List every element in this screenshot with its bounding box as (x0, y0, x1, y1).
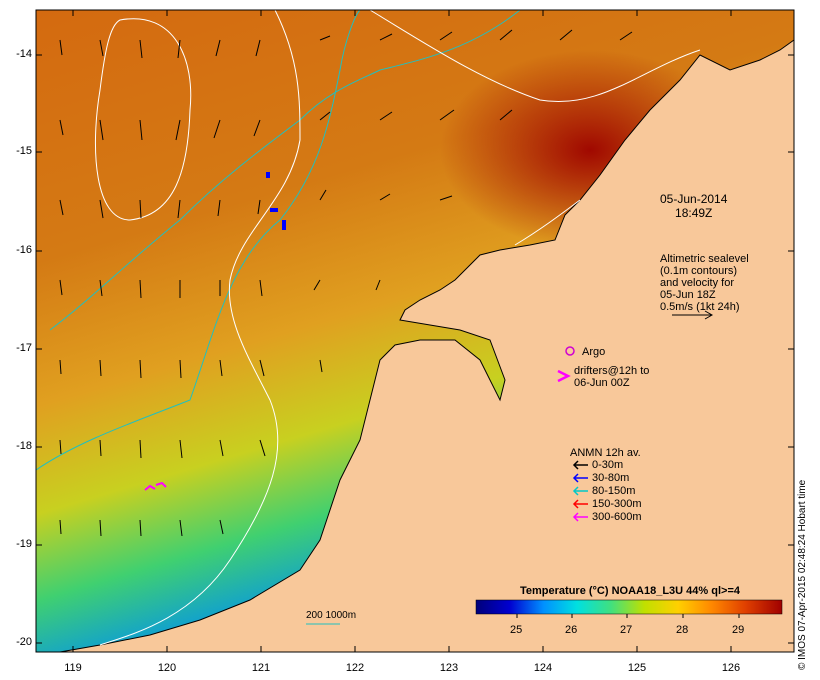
y-tick-label: -16 (16, 244, 32, 256)
altimetry-line: (0.1m contours) (660, 265, 738, 277)
argo-label: Argo (582, 346, 606, 358)
drifters-line: 06-Jun 00Z (574, 377, 630, 389)
drifter-legend-marker (557, 369, 571, 383)
x-tick-label: 123 (439, 662, 459, 674)
isobath-200m (35, 9, 361, 471)
drifters-label: drifters@12h to 06-Jun 00Z (574, 365, 649, 389)
x-tick-label: 124 (533, 662, 553, 674)
copyright-footer: © IMOS 07-Apr-2015 02:48:24 Hobart time (797, 479, 808, 670)
sealevel-contour-1 (94, 18, 192, 221)
altimetry-line: 0.5m/s (1kt 24h) (660, 301, 740, 313)
velocity-scale-arrow (672, 310, 714, 320)
anmn-legend-title: ANMN 12h av. (570, 447, 641, 459)
x-tick-label: 126 (721, 662, 741, 674)
altimetry-note: Altimetric sealevel (0.1m contours) and … (660, 253, 749, 313)
image-datetime: 05-Jun-2014 18:49Z (660, 192, 727, 220)
anmn-moorings (266, 172, 286, 230)
drifter-markers (144, 481, 167, 491)
altimetry-line: 05-Jun 18Z (660, 289, 716, 301)
drifters-line: drifters@12h to (574, 365, 650, 377)
x-tick-label: 122 (345, 662, 365, 674)
axis-ticks (36, 10, 794, 652)
y-tick-label: -19 (16, 538, 32, 550)
anmn-legend-arrows (572, 460, 588, 522)
colorbar-tick-label: 29 (732, 624, 745, 636)
colorbar-ticks (516, 614, 740, 618)
y-tick-label: -20 (16, 636, 32, 648)
image-date: 05-Jun-2014 (660, 192, 728, 206)
y-tick-label: -17 (16, 342, 32, 354)
colorbar-tick-label: 26 (565, 624, 578, 636)
x-tick-label: 121 (251, 662, 271, 674)
altimetry-line: and velocity for (660, 277, 734, 289)
legend-item-label: 300-600m (592, 511, 642, 523)
isobath-1000m (49, 9, 521, 331)
y-tick-label: -18 (16, 440, 32, 452)
map-frame (35, 9, 795, 653)
sealevel-contour-2 (99, 9, 301, 646)
colorbar (475, 599, 783, 615)
x-tick-label: 125 (627, 662, 647, 674)
land (59, 39, 795, 653)
x-tick-label: 120 (157, 662, 177, 674)
y-tick-label: -14 (16, 48, 32, 60)
isobath-label: 200 1000m (306, 610, 357, 621)
legend-item-label: 80-150m (592, 485, 636, 497)
altimetry-line: Altimetric sealevel (660, 253, 749, 265)
colorbar-tick-label: 28 (676, 624, 689, 636)
legend-item-label: 30-80m (592, 472, 630, 484)
argo-marker (565, 346, 575, 356)
colorbar-tick-label: 27 (620, 624, 633, 636)
x-tick-label: 119 (64, 662, 82, 674)
colorbar-title: Temperature (°C) NOAA18_L3U 44% ql>=4 (520, 585, 740, 597)
velocity-field (59, 29, 633, 537)
legend-item-label: 150-300m (592, 498, 642, 510)
y-tick-label: -15 (16, 145, 32, 157)
image-time: 18:49Z (675, 206, 713, 220)
colorbar-tick-label: 25 (510, 624, 523, 636)
sealevel-contour-4 (514, 199, 581, 246)
legend-item-label: 0-30m (592, 459, 624, 471)
sealevel-contour-3 (369, 9, 701, 102)
